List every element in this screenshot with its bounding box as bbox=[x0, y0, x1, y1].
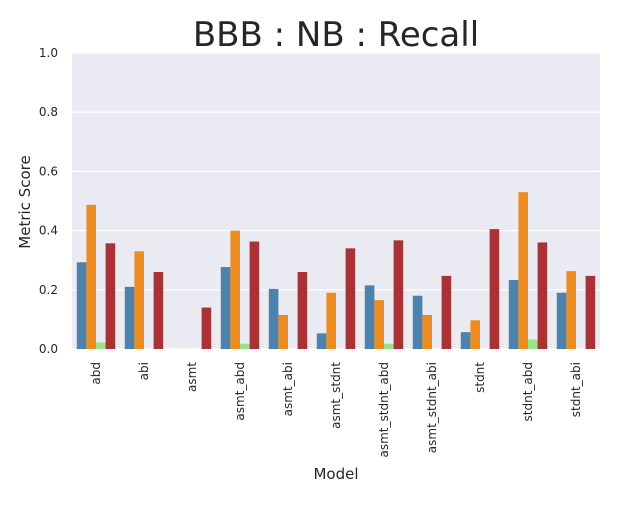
bar-asmt_abd-series-4 bbox=[249, 241, 260, 349]
bar-asmt_abi-series-2 bbox=[278, 314, 288, 349]
bar-stdnt_abd-series-4 bbox=[537, 242, 548, 349]
y-tick-label: 0.6 bbox=[39, 164, 58, 178]
bar-asmt-series-4 bbox=[201, 307, 212, 349]
x-tick-label: stdnt_abi bbox=[569, 362, 583, 417]
x-tick-label: asmt_abd bbox=[233, 362, 247, 421]
x-tick-label: stdnt_abd bbox=[521, 362, 535, 421]
x-axis-ticks: abd abi asmt asmt_abd asmt_abi asmt_stdnt asmt… bbox=[89, 362, 583, 458]
bar-asmt_abd-series-1 bbox=[220, 267, 231, 349]
bar-asmt_stdnt_abi-series-1 bbox=[412, 295, 423, 349]
chart-title: BBB : NB : Recall bbox=[193, 15, 479, 55]
bar-abi-series-2 bbox=[134, 251, 144, 349]
bar-stdnt-series-4 bbox=[489, 229, 500, 349]
y-tick-label: 0.0 bbox=[39, 342, 58, 356]
bar-stdnt_abd-series-1 bbox=[508, 280, 519, 349]
y-tick-label: 0.4 bbox=[39, 224, 58, 238]
bar-abi-series-4 bbox=[153, 272, 164, 349]
bar-stdnt_abi-series-2 bbox=[566, 271, 576, 349]
bar-stdnt-series-2 bbox=[470, 320, 480, 349]
x-tick-label: abd bbox=[89, 362, 103, 385]
bar-abd-series-3 bbox=[96, 342, 106, 349]
bar-asmt_stdnt_abi-series-2 bbox=[422, 314, 432, 349]
bar-abd-series-2 bbox=[86, 204, 96, 349]
y-tick-label: 1.0 bbox=[39, 46, 58, 60]
bar-stdnt_abi-series-4 bbox=[585, 275, 596, 349]
bar-asmt_abi-series-4 bbox=[297, 272, 308, 349]
bar-asmt_stdnt_abd-series-2 bbox=[374, 300, 384, 349]
bar-stdnt-series-1 bbox=[460, 332, 471, 349]
bar-asmt_abd-series-2 bbox=[230, 230, 240, 349]
bar-asmt_abd-series-3 bbox=[240, 343, 250, 349]
y-axis-ticks: 0.0 0.2 0.4 0.6 0.8 1.0 bbox=[39, 46, 58, 356]
bar-asmt_stdnt_abd-series-3 bbox=[384, 343, 394, 349]
bar-asmt_stdnt-series-4 bbox=[345, 248, 356, 349]
y-tick-label: 0.8 bbox=[39, 105, 58, 119]
bar-asmt_stdnt_abi-series-4 bbox=[441, 275, 452, 349]
y-axis-title: Metric Score bbox=[16, 155, 34, 248]
bar-asmt_stdnt_abd-series-4 bbox=[393, 240, 404, 349]
x-tick-label: asmt bbox=[185, 362, 199, 392]
x-tick-label: abi bbox=[137, 362, 151, 380]
bar-abi-series-1 bbox=[124, 286, 135, 349]
x-axis-title: Model bbox=[313, 465, 358, 483]
x-tick-label: asmt_stdnt_abi bbox=[425, 362, 439, 453]
bar-asmt_stdnt-series-2 bbox=[326, 292, 336, 349]
bar-asmt_stdnt-series-1 bbox=[316, 333, 327, 349]
y-tick-label: 0.2 bbox=[39, 283, 58, 297]
bar-stdnt_abi-series-1 bbox=[556, 292, 567, 349]
bar-abd-series-1 bbox=[76, 262, 87, 349]
x-tick-label: asmt_stdnt_abd bbox=[377, 362, 391, 457]
bars bbox=[76, 192, 596, 349]
bar-stdnt_abd-series-2 bbox=[518, 192, 528, 349]
x-tick-label: stdnt bbox=[473, 362, 487, 393]
bar-asmt_abi-series-1 bbox=[268, 288, 279, 349]
x-tick-label: asmt_stdnt bbox=[329, 362, 343, 429]
x-tick-label: asmt_abi bbox=[281, 362, 295, 416]
bar-asmt_stdnt_abd-series-1 bbox=[364, 285, 375, 349]
bar-abd-series-4 bbox=[105, 243, 116, 349]
bar-stdnt_abd-series-3 bbox=[528, 339, 538, 349]
